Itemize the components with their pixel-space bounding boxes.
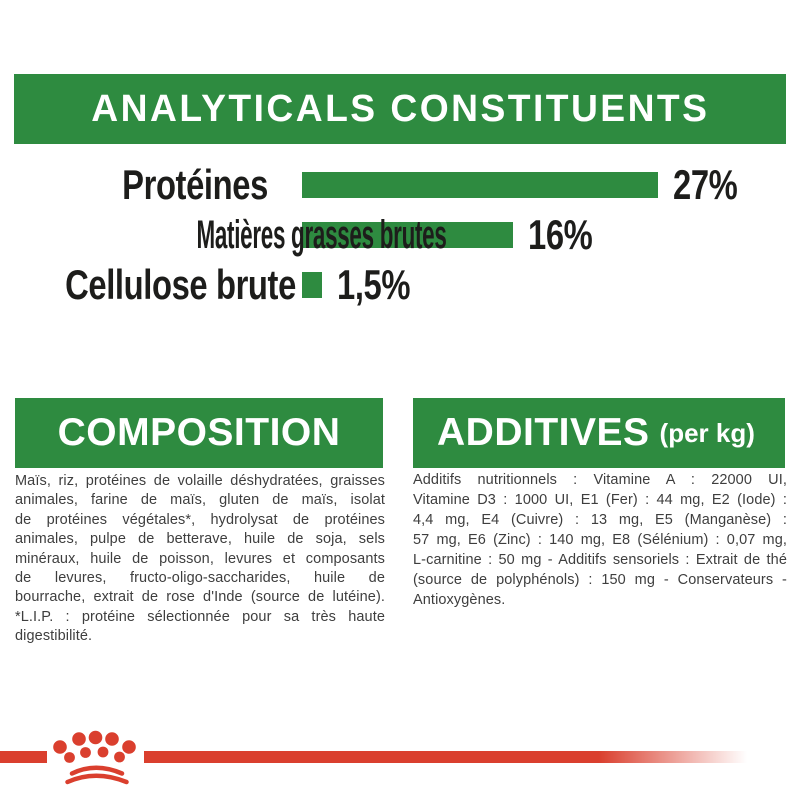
additives-text: Additifs nutritionnels : Vitamine A : 22… <box>413 470 787 610</box>
chart-category-label: Protéines <box>122 161 268 208</box>
composition-header-bar: COMPOSITION <box>15 398 383 468</box>
chart-row: Matières grasses brutes 16% <box>0 210 800 260</box>
text-line: Antioxygènes. <box>413 592 506 608</box>
composition-text: Maïs, riz, protéines de volaille déshydr… <box>15 472 385 647</box>
chart-value-label: 16% <box>528 211 593 258</box>
chart-label-box: Matières grasses brutes <box>0 213 446 258</box>
chart-bar <box>302 222 514 248</box>
text-line: 4,4 mg, E4 (Cuivre) : 13 mg, E5 (Manganè… <box>413 512 787 528</box>
additives-title: ADDITIVES <box>437 411 650 454</box>
chart-row: Protéines 27% <box>0 160 800 210</box>
chart-value-label: 27% <box>673 161 738 208</box>
analytical-constituents-chart: Protéines 27% Matières grasses brutes 16… <box>0 160 800 310</box>
additives-title-suffix: (per kg) <box>659 417 755 448</box>
chart-label-box: Protéines <box>0 161 268 209</box>
page-title: ANALYTICALS CONSTITUENTS <box>90 87 710 130</box>
chart-label-box: Cellulose brute <box>0 261 296 309</box>
text-line: minéraux, huile de poisson, levures et c… <box>15 550 385 567</box>
text-line: animales, pulpe de betterave, huile de s… <box>15 531 385 548</box>
text-line: de levures, fructo-oligo-saccharides, hu… <box>15 570 385 587</box>
footer-stripe-left <box>0 751 47 763</box>
text-line: L-carnitine : 50 mg - Additifs sensoriel… <box>413 552 787 568</box>
text-line: Additifs nutritionnels : Vitamine A : 22… <box>413 472 787 488</box>
text-line: *L.I.P. : protéine sélectionnée pour sa … <box>15 608 385 625</box>
text-line: Vitamine D3 : 1000 UI, E1 (Fer) : 44 mg,… <box>413 492 787 508</box>
text-line: bourrache, extrait de rose d'Inde (sourc… <box>15 589 385 606</box>
analyticals-header-bar: ANALYTICALS CONSTITUENTS <box>14 74 786 144</box>
text-line: Maïs, riz, protéines de volaille déshydr… <box>15 473 385 489</box>
footer-stripe-right <box>144 751 747 763</box>
additives-header-bar: ADDITIVES (per kg) <box>413 398 785 468</box>
royal-canin-crown-icon <box>53 730 136 785</box>
text-line: de protéines végétales*, hydrolysat de p… <box>15 511 385 528</box>
text-line: animales, farine de maïs, gluten de maïs… <box>15 492 385 509</box>
composition-title: COMPOSITION <box>57 411 341 454</box>
chart-bar <box>302 272 322 298</box>
text-line: 57 mg, E6 (Zinc) : 140 mg, E8 (Sélénium)… <box>413 532 787 548</box>
chart-row: Cellulose brute 1,5% <box>0 260 800 310</box>
chart-value-label: 1,5% <box>336 261 411 308</box>
chart-bar <box>302 172 659 198</box>
text-line: digestibilité. <box>15 628 93 645</box>
text-line: (source de polyphénols) : 150 mg - Conse… <box>413 572 787 588</box>
chart-category-label: Cellulose brute <box>65 261 296 308</box>
chart-category-label: Matières grasses brutes <box>196 212 447 257</box>
